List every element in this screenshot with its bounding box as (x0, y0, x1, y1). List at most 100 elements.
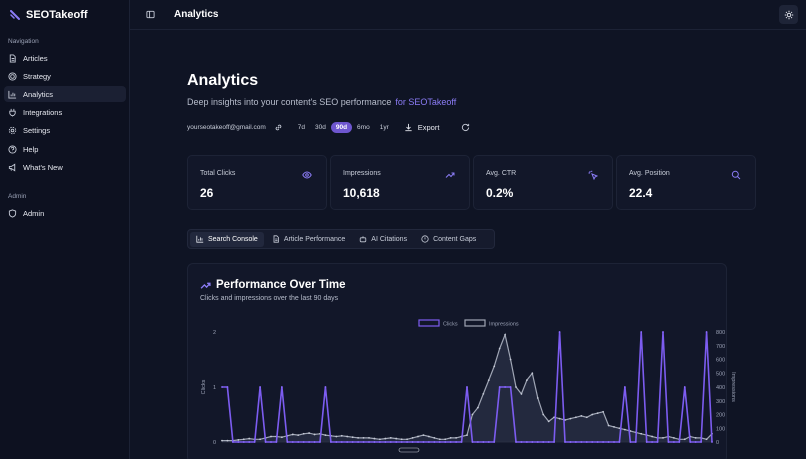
link-icon[interactable] (274, 123, 283, 132)
sidebar-item-settings[interactable]: Settings (4, 122, 126, 138)
impressions-point (302, 432, 305, 435)
shield-icon (8, 208, 17, 218)
clicks-point (346, 441, 349, 443)
sidebar-toggle-icon[interactable] (146, 10, 155, 19)
impressions-point (297, 434, 300, 437)
sidebar-item-admin[interactable]: Admin (4, 205, 126, 221)
impressions-point (585, 416, 588, 419)
left-tick-label: 2 (213, 330, 216, 336)
clicks-point (471, 441, 474, 443)
performance-chart: 0 1 2 0 100 200 300 400 500 600 700 800 Clicks Impres… (201, 319, 736, 453)
impressions-point (591, 413, 594, 416)
clicks-point (591, 441, 594, 443)
tab-label: Article Performance (283, 235, 346, 243)
nav-section-label: Navigation (8, 38, 39, 45)
sidebar-item-help[interactable]: Help (4, 141, 126, 157)
impressions-point (455, 436, 458, 439)
clicks-point (351, 441, 354, 443)
sidebar: SEOTakeoff Navigation Articles Strategy … (0, 0, 130, 459)
bar-chart-icon (8, 90, 17, 99)
bot-icon (360, 236, 367, 243)
impressions-point (346, 435, 349, 438)
clicks-point (656, 441, 659, 443)
stat-label: Total Clicks (200, 170, 236, 177)
range-chip-90d[interactable]: 90d (330, 121, 353, 133)
brand[interactable]: SEOTakeoff (10, 8, 88, 22)
right-tick-label: 400 (716, 385, 725, 391)
tab-search-console[interactable]: Search Console (190, 231, 264, 247)
account-email: yourseotakeoff@gmail.com (187, 123, 266, 131)
sidebar-item-articles[interactable]: Articles (4, 50, 126, 66)
impressions-point (395, 437, 398, 440)
clicks-point (553, 441, 556, 443)
sidebar-item-whats-new[interactable]: What's New (4, 159, 126, 175)
impressions-point (498, 347, 501, 350)
clicks-point (531, 441, 534, 443)
tab-ai-citations[interactable]: AI Citations (353, 232, 413, 247)
impressions-point (574, 416, 577, 419)
right-tick-label: 800 (716, 330, 725, 336)
impressions-point (335, 435, 338, 438)
sidebar-item-strategy[interactable]: Strategy (4, 68, 126, 84)
refresh-icon[interactable] (461, 123, 470, 132)
clicks-point (569, 441, 572, 443)
impressions-point (525, 379, 528, 382)
analytics-tabs: Search Console Article Performance AI Ci… (187, 229, 495, 249)
clicks-point (689, 441, 692, 443)
clicks-point (547, 441, 550, 443)
impressions-point (362, 436, 365, 439)
impressions-point (438, 438, 441, 441)
header-title: Analytics (174, 9, 219, 20)
stat-value: 10,618 (343, 186, 380, 200)
megaphone-icon (8, 163, 16, 171)
range-chip-30d[interactable]: 30d (314, 123, 326, 131)
clicks-point (297, 441, 300, 443)
range-chip-7d[interactable]: 7d (297, 123, 305, 131)
range-chip-1yr[interactable]: 1yr (379, 123, 389, 131)
clicks-point (515, 441, 517, 443)
clicks-point (319, 441, 321, 443)
impressions-point (226, 439, 229, 442)
download-icon (405, 123, 412, 131)
impressions-point (400, 438, 403, 441)
sidebar-item-analytics[interactable]: Analytics (4, 86, 126, 102)
clicks-point (585, 441, 588, 443)
y2-axis-label: Impressions (730, 372, 736, 402)
page-title: Analytics (187, 72, 259, 89)
clicks-point (231, 441, 234, 443)
clicks-point (406, 441, 409, 443)
clicks-point (226, 386, 229, 388)
project-name-link[interactable]: for SEOTakeoff (395, 97, 457, 107)
clicks-point (493, 441, 496, 443)
clicks-point (476, 441, 479, 443)
clicks-point (259, 386, 262, 388)
impressions-point (662, 436, 664, 439)
impressions-point (368, 436, 370, 439)
eye-icon (302, 171, 312, 179)
tab-content-gaps[interactable]: Content Gaps (415, 232, 482, 247)
tab-article-performance[interactable]: Article Performance (266, 232, 351, 247)
impressions-point (596, 412, 599, 415)
impressions-point (694, 436, 697, 439)
export-button[interactable]: Export (404, 123, 439, 132)
impressions-point (313, 433, 316, 436)
filter-row: yourseotakeoff@gmail.com 7d 30d 90d 6mo … (187, 121, 470, 133)
range-chip-6mo[interactable]: 6mo (357, 123, 370, 131)
clicks-point (302, 441, 305, 443)
impressions-point (672, 436, 675, 439)
clicks-point (700, 441, 703, 443)
impressions-point (520, 392, 523, 395)
impressions-point (308, 432, 311, 434)
legend-label: Clicks (443, 322, 458, 328)
right-tick-label: 0 (716, 440, 719, 446)
theme-toggle-button[interactable] (779, 5, 798, 24)
file-icon (9, 53, 16, 63)
trending-up-icon (200, 282, 211, 289)
search-icon (731, 170, 741, 180)
right-tick-label: 300 (716, 399, 725, 405)
tab-label: Content Gaps (433, 235, 477, 243)
clicks-point (602, 441, 605, 443)
clicks-point (291, 441, 294, 443)
sidebar-item-integrations[interactable]: Integrations (4, 104, 126, 120)
clicks-point (705, 331, 708, 333)
